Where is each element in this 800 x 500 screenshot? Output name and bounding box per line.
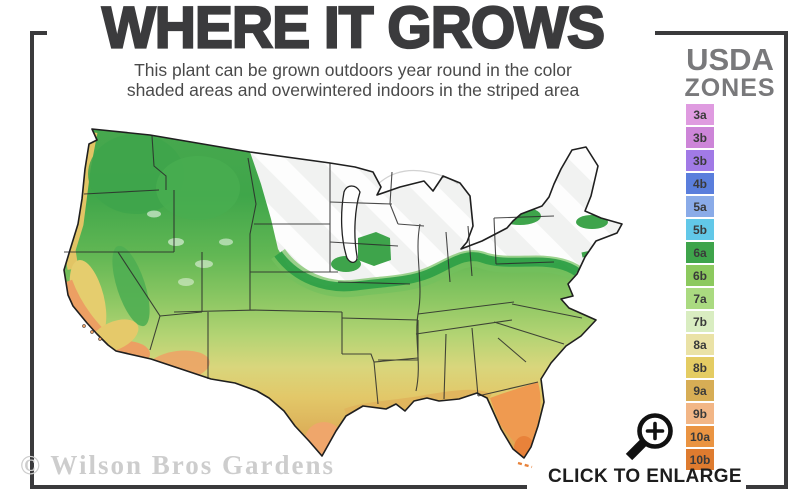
frame-border-right bbox=[784, 31, 788, 489]
zone-swatch-10a-14: 10a bbox=[686, 426, 714, 447]
frame-border-top-left bbox=[30, 31, 47, 35]
usda-zone-map[interactable] bbox=[26, 114, 671, 486]
zone-swatch-6a-6: 6a bbox=[686, 242, 714, 263]
frame-border-top-right bbox=[655, 31, 788, 35]
frame-border-bottom-right bbox=[746, 485, 788, 489]
zone-swatch-3b-1: 3b bbox=[686, 127, 714, 148]
zone-swatch-5a-4: 5a bbox=[686, 196, 714, 217]
us-map-graphic bbox=[63, 128, 623, 469]
watermark: © Wilson Bros Gardens bbox=[20, 450, 335, 480]
zone-swatch-3a-0: 3a bbox=[686, 104, 714, 125]
zoom-in-magnifier-icon[interactable] bbox=[612, 398, 684, 466]
us-outline bbox=[63, 128, 623, 459]
zone-swatch-8a-10: 8a bbox=[686, 334, 714, 355]
click-to-enlarge-label[interactable]: CLICK TO ENLARGE bbox=[548, 466, 742, 487]
zone-swatch-9b-13: 9b bbox=[686, 403, 714, 424]
page-title: WHERE IT GROWS bbox=[101, 0, 606, 61]
zone-swatch-4b-3: 4b bbox=[686, 173, 714, 194]
islands bbox=[82, 324, 533, 469]
map-striped-region bbox=[250, 147, 622, 286]
zone-swatch-6b-7: 6b bbox=[686, 265, 714, 286]
zone-swatch-8b-11: 8b bbox=[686, 357, 714, 378]
zone-swatch-7b-9: 7b bbox=[686, 311, 714, 332]
legend-title-zones: ZONES bbox=[684, 74, 776, 102]
zone-swatch-10b-15: 10b bbox=[686, 449, 714, 470]
zone-swatch-9a-12: 9a bbox=[686, 380, 714, 401]
frame-border-left bbox=[30, 31, 34, 489]
lake-ontario bbox=[517, 202, 545, 214]
usda-zones-legend: 3a 3b 3b 4b 5a 5b 6a 6b 7a 7b 8a 8b 9a 9b 10a 10b bbox=[686, 104, 714, 472]
header: WHERE IT GROWS This plant can be grown o… bbox=[0, 0, 706, 100]
frame-border-bottom-left bbox=[30, 485, 527, 489]
zone-swatch-3b-2: 3b bbox=[686, 150, 714, 171]
subtitle: This plant can be grown outdoors year ro… bbox=[73, 60, 633, 100]
subtitle-line-1: This plant can be grown outdoors year ro… bbox=[134, 60, 572, 80]
legend-title-usda: USDA bbox=[686, 42, 774, 77]
state-borders bbox=[64, 135, 583, 405]
zone-swatch-7a-8: 7a bbox=[686, 288, 714, 309]
usda-zones-legend-title: USDA ZONES bbox=[672, 44, 788, 101]
zone-swatch-5b-5: 5b bbox=[686, 219, 714, 240]
subtitle-line-2: shaded areas and overwintered indoors in… bbox=[126, 80, 580, 100]
